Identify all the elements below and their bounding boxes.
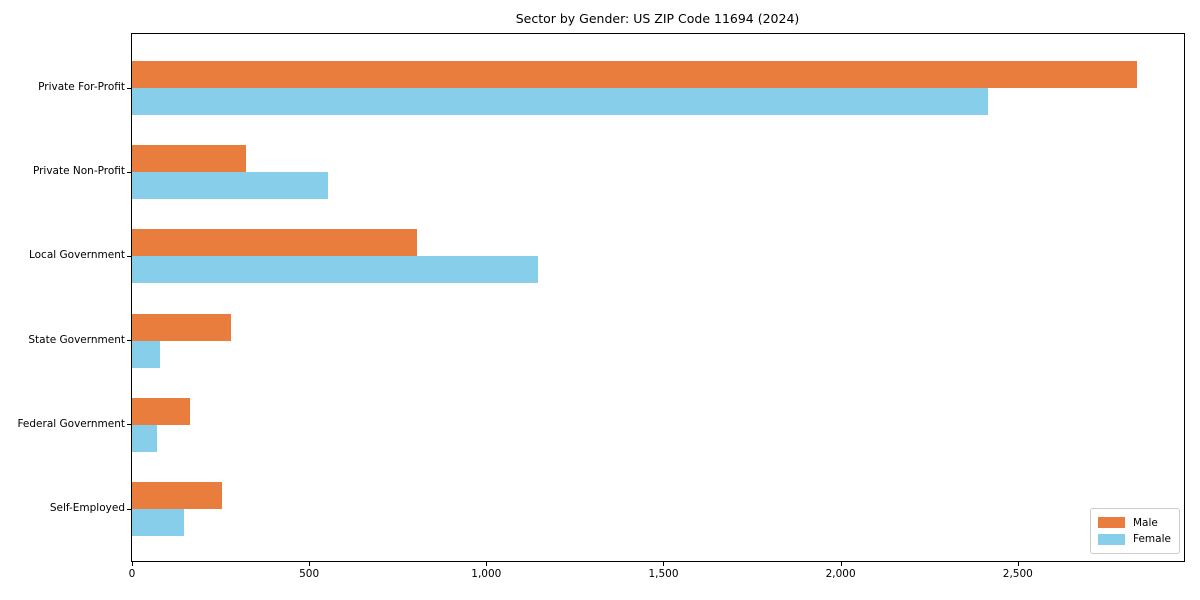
bar-male-federal-government xyxy=(132,397,190,425)
legend-label-male: Male xyxy=(1133,516,1158,529)
y-tick-mark xyxy=(127,424,131,426)
y-tick-mark xyxy=(127,508,131,510)
bar-female-self-employed xyxy=(132,509,184,536)
y-tick-mark xyxy=(127,171,131,173)
y-tick-label-private-non-profit: Private Non-Profit xyxy=(32,165,125,178)
y-tick-mark xyxy=(127,87,131,89)
bar-male-state-government xyxy=(132,313,231,341)
legend-swatch-female xyxy=(1098,533,1125,545)
y-tick-label-federal-government: Federal Government xyxy=(17,417,125,430)
x-tick-label-1000: 1,000 xyxy=(471,568,502,580)
y-tick-label-local-government: Local Government xyxy=(28,249,125,262)
y-tick-label-private-for-profit: Private For-Profit xyxy=(38,81,125,93)
x-tick-mark xyxy=(486,562,488,566)
chart-title: Sector by Gender: US ZIP Code 11694 (202… xyxy=(515,11,800,26)
legend-item-male: Male xyxy=(1098,517,1172,529)
x-tick-mark xyxy=(1017,562,1019,566)
bar-male-private-for-profit xyxy=(132,61,1137,88)
legend-swatch-male xyxy=(1098,517,1125,529)
x-tick-label-2500: 2,500 xyxy=(1002,568,1033,580)
x-tick-label-1500: 1,500 xyxy=(648,568,679,580)
legend-item-female: Female xyxy=(1098,533,1172,545)
y-tick-mark xyxy=(127,255,131,257)
plot-area xyxy=(131,33,1185,562)
bar-female-private-non-profit xyxy=(132,172,328,200)
x-tick-mark xyxy=(132,562,133,566)
bar-male-private-non-profit xyxy=(132,145,246,173)
y-tick-mark xyxy=(127,340,131,342)
bar-female-local-government xyxy=(132,256,538,284)
y-tick-label-self-employed: Self-Employed xyxy=(49,502,125,514)
bar-female-federal-government xyxy=(132,424,157,452)
bar-female-state-government xyxy=(132,340,160,368)
bar-male-self-employed xyxy=(132,482,222,509)
x-tick-label-2000: 2,000 xyxy=(825,568,856,580)
y-tick-label-state-government: State Government xyxy=(28,333,125,346)
x-tick-label-0: 0 xyxy=(128,568,136,580)
bar-male-local-government xyxy=(132,229,417,257)
x-tick-label-500: 500 xyxy=(299,568,320,580)
legend: Male Female xyxy=(1090,508,1180,554)
x-tick-mark xyxy=(309,562,311,566)
legend-label-female: Female xyxy=(1133,533,1171,546)
x-tick-mark xyxy=(663,562,665,566)
x-tick-mark xyxy=(840,562,842,566)
bar-female-private-for-profit xyxy=(132,88,988,115)
